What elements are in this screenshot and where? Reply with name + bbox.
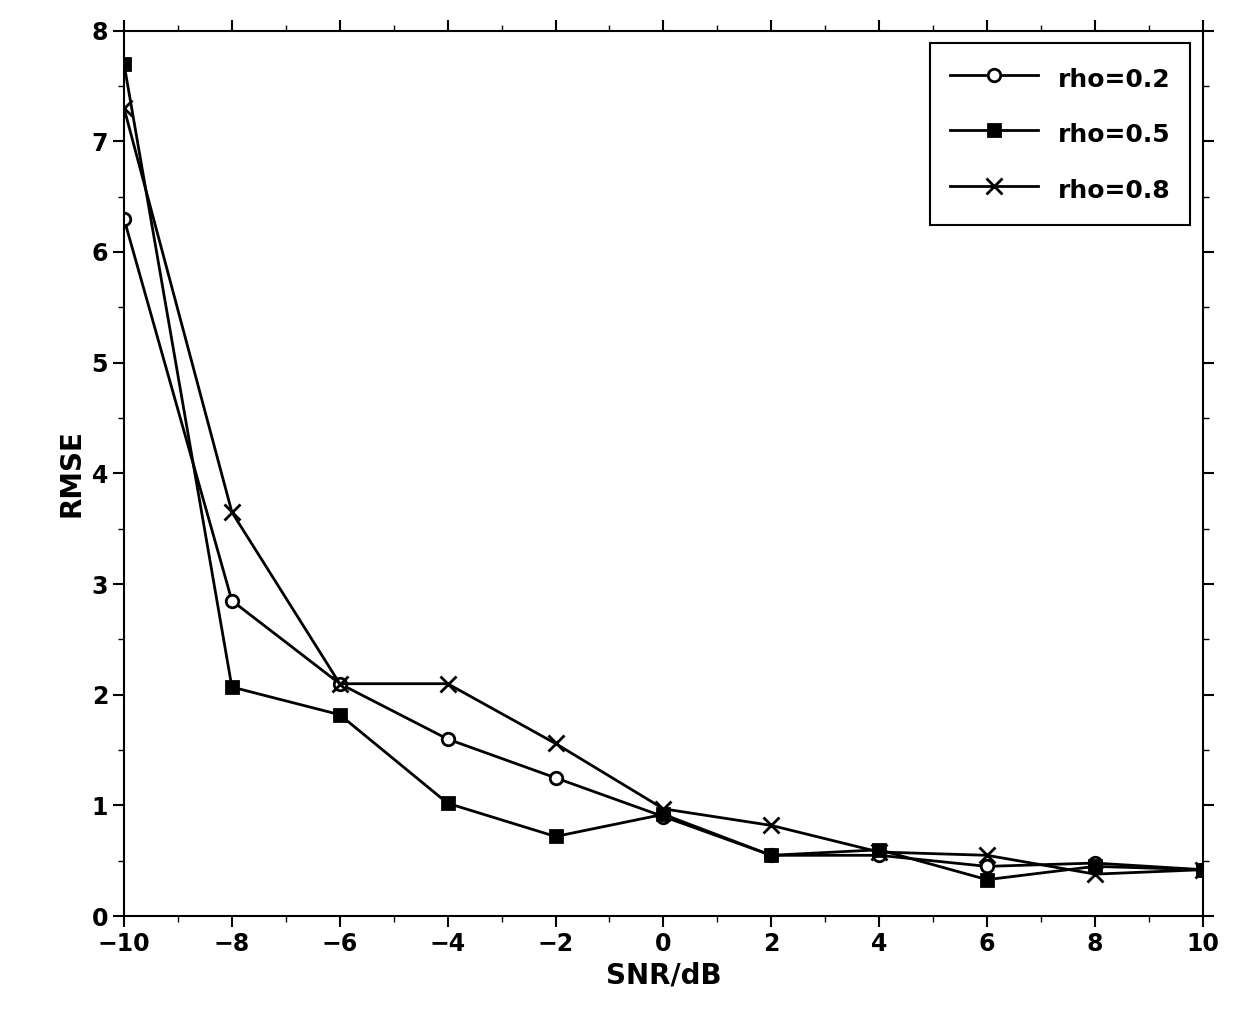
Line: rho=0.5: rho=0.5 (119, 58, 1208, 886)
rho=0.8 (548, 737, 563, 749)
rho=0.8 (1087, 868, 1102, 881)
rho=0.8 (1195, 863, 1210, 875)
Legend: rho=0.2, rho=0.5, rho=0.8: rho=0.2, rho=0.5, rho=0.8 (930, 43, 1190, 225)
rho=0.2 (656, 810, 671, 823)
rho=0.2 (1195, 863, 1210, 875)
rho=0.5 (548, 831, 563, 843)
rho=0.2 (980, 860, 994, 872)
rho=0.5 (1195, 863, 1210, 875)
rho=0.5 (656, 808, 671, 821)
rho=0.8 (980, 849, 994, 861)
rho=0.5 (117, 58, 131, 70)
rho=0.5 (872, 844, 887, 856)
rho=0.8 (764, 819, 779, 832)
rho=0.8 (332, 678, 347, 690)
Line: rho=0.2: rho=0.2 (118, 213, 1209, 875)
rho=0.8 (656, 803, 671, 815)
rho=0.8 (117, 102, 131, 114)
X-axis label: SNR/dB: SNR/dB (605, 962, 722, 989)
rho=0.5 (1087, 860, 1102, 872)
Y-axis label: RMSE: RMSE (58, 430, 86, 517)
rho=0.2 (440, 733, 455, 745)
rho=0.2 (872, 849, 887, 861)
rho=0.2 (224, 595, 239, 607)
rho=0.2 (764, 849, 779, 861)
rho=0.8 (224, 506, 239, 518)
rho=0.2 (117, 213, 131, 225)
rho=0.5 (224, 681, 239, 693)
rho=0.5 (332, 709, 347, 721)
rho=0.5 (764, 849, 779, 861)
rho=0.8 (872, 846, 887, 858)
rho=0.2 (548, 772, 563, 784)
rho=0.5 (980, 873, 994, 886)
rho=0.5 (440, 797, 455, 809)
rho=0.8 (440, 678, 455, 690)
Line: rho=0.8: rho=0.8 (117, 101, 1210, 882)
rho=0.2 (332, 678, 347, 690)
rho=0.2 (1087, 857, 1102, 869)
